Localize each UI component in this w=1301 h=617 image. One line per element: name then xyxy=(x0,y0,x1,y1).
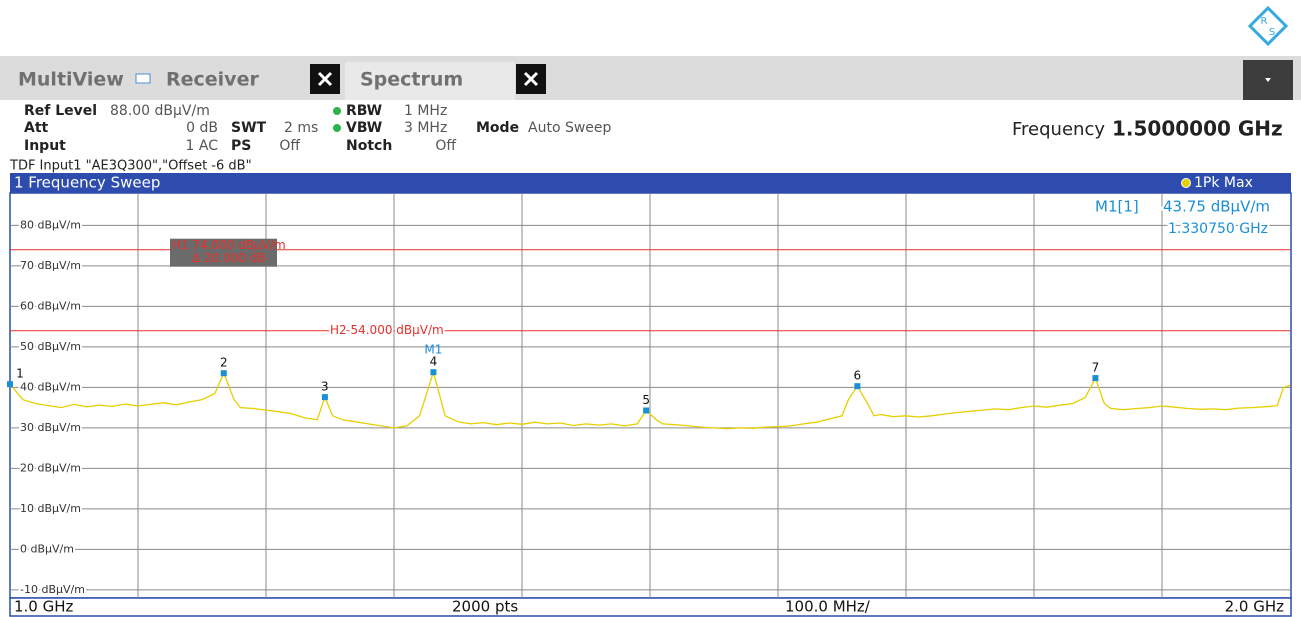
y-tick-label: 80 dBµV/m xyxy=(20,218,81,231)
tdf-info: TDF Input1 "AE3Q300","Offset -6 dB" xyxy=(9,159,252,174)
setting-value: 1 MHz xyxy=(404,103,447,119)
marker-label: 1 xyxy=(16,367,24,381)
limit-sublabel: Δ 20.000 dB xyxy=(192,251,266,265)
close-button[interactable] xyxy=(310,64,340,94)
logo-letter: R xyxy=(1261,16,1268,27)
setting-value: 2 ms xyxy=(284,120,318,136)
y-tick-label: 70 dBµV/m xyxy=(20,259,81,272)
setting-value: 3 MHz xyxy=(404,120,447,136)
tab[interactable] xyxy=(345,62,515,100)
readout-level: 43.75 dBµV/m xyxy=(1163,198,1270,216)
marker xyxy=(321,394,328,401)
marker xyxy=(7,381,13,388)
y-tick-label: -10 dBµV/m xyxy=(20,583,85,596)
marker-label: 3 xyxy=(321,380,329,394)
trace-indicator xyxy=(1181,178,1191,188)
status-dot xyxy=(333,124,341,132)
close-button[interactable] xyxy=(516,64,546,94)
tab-icon xyxy=(135,73,151,84)
setting-label: Input xyxy=(24,138,66,154)
y-tick-label: 30 dBµV/m xyxy=(20,421,81,434)
marker-label: 7 xyxy=(1092,361,1100,375)
marker-tag: M1 xyxy=(424,343,442,357)
window-title-bar xyxy=(10,173,1291,193)
dropdown-button[interactable] xyxy=(1243,60,1293,100)
limit-label-box xyxy=(170,238,277,267)
y-tick-label: 0 dBµV/m xyxy=(20,542,74,555)
tab-label[interactable]: MultiView xyxy=(18,69,124,91)
setting-label: Att xyxy=(24,120,49,136)
y-tick-label: 50 dBµV/m xyxy=(20,340,81,353)
logo: R S xyxy=(1247,5,1289,47)
setting-label: RBW xyxy=(346,103,382,119)
marker xyxy=(1092,375,1099,382)
setting-value: Off xyxy=(279,138,300,154)
setting-label: Ref Level xyxy=(24,103,97,119)
x-start-label: 1.0 GHz xyxy=(14,598,74,616)
x-stop-label: 2.0 GHz xyxy=(1225,598,1285,616)
y-tick-label: 10 dBµV/m xyxy=(20,502,81,515)
setting-value: 1 AC xyxy=(186,138,219,154)
trace xyxy=(9,369,1291,430)
status-dot xyxy=(333,107,341,115)
y-tick-label: 20 dBµV/m xyxy=(20,461,81,474)
setting-value: 0 dB xyxy=(186,120,218,136)
marker-label: 5 xyxy=(642,393,650,407)
span-label: 100.0 MHz/ xyxy=(785,598,871,616)
limit-label: H2 54.000 dBµV/m xyxy=(330,323,444,337)
setting-value: Auto Sweep xyxy=(528,120,612,136)
marker xyxy=(854,383,861,390)
marker xyxy=(430,369,437,376)
frequency-value: 1.5000000 GHz xyxy=(1112,117,1283,141)
tab-label[interactable]: Spectrum xyxy=(360,69,463,91)
setting-label: VBW xyxy=(346,120,382,136)
setting-label: SWT xyxy=(231,120,267,136)
setting-value: 88.00 dBµV/m xyxy=(110,103,210,119)
setting-label: PS xyxy=(231,138,251,154)
marker xyxy=(220,370,227,377)
marker-label: 2 xyxy=(220,356,228,370)
readout-name: M1[1] xyxy=(1095,198,1139,216)
y-tick-label: 60 dBµV/m xyxy=(20,299,81,312)
setting-label: Notch xyxy=(346,138,392,154)
readout-frequency: 1.330750 GHz xyxy=(1168,221,1268,237)
tab-bar xyxy=(0,56,1301,100)
frequency-label: Frequency xyxy=(1012,119,1105,140)
marker-label: 6 xyxy=(854,369,862,383)
points-label: 2000 pts xyxy=(452,598,518,616)
footer-bar xyxy=(9,597,1292,617)
limit-label: H1 74.000 dBµV/m xyxy=(172,238,286,252)
trace-label: 1Pk Max xyxy=(1194,175,1253,191)
marker xyxy=(643,407,650,414)
setting-value: Off xyxy=(435,138,456,154)
setting-label: Mode xyxy=(476,120,519,136)
marker-label: 4 xyxy=(430,355,438,369)
tab-label[interactable]: Receiver xyxy=(166,69,259,91)
y-tick-label: 40 dBµV/m xyxy=(20,380,81,393)
window-title: 1 Frequency Sweep xyxy=(14,174,160,192)
logo-letter: S xyxy=(1269,27,1275,38)
